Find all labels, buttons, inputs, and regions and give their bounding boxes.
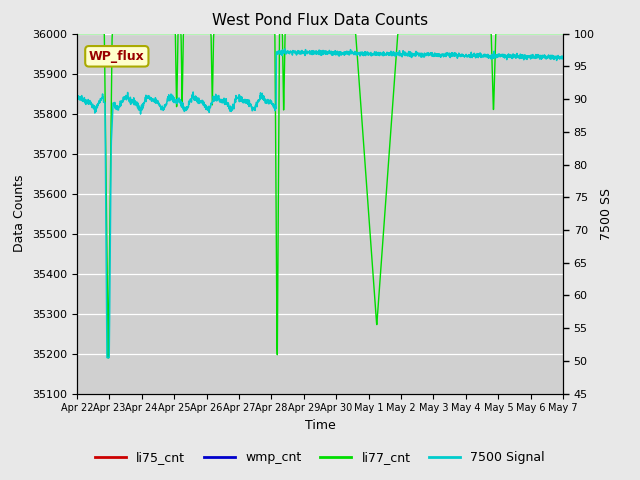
- Title: West Pond Flux Data Counts: West Pond Flux Data Counts: [212, 13, 428, 28]
- Y-axis label: 7500 SS: 7500 SS: [600, 188, 613, 240]
- X-axis label: Time: Time: [305, 419, 335, 432]
- Text: WP_flux: WP_flux: [89, 50, 145, 63]
- Y-axis label: Data Counts: Data Counts: [13, 175, 26, 252]
- Legend: li75_cnt, wmp_cnt, li77_cnt, 7500 Signal: li75_cnt, wmp_cnt, li77_cnt, 7500 Signal: [90, 446, 550, 469]
